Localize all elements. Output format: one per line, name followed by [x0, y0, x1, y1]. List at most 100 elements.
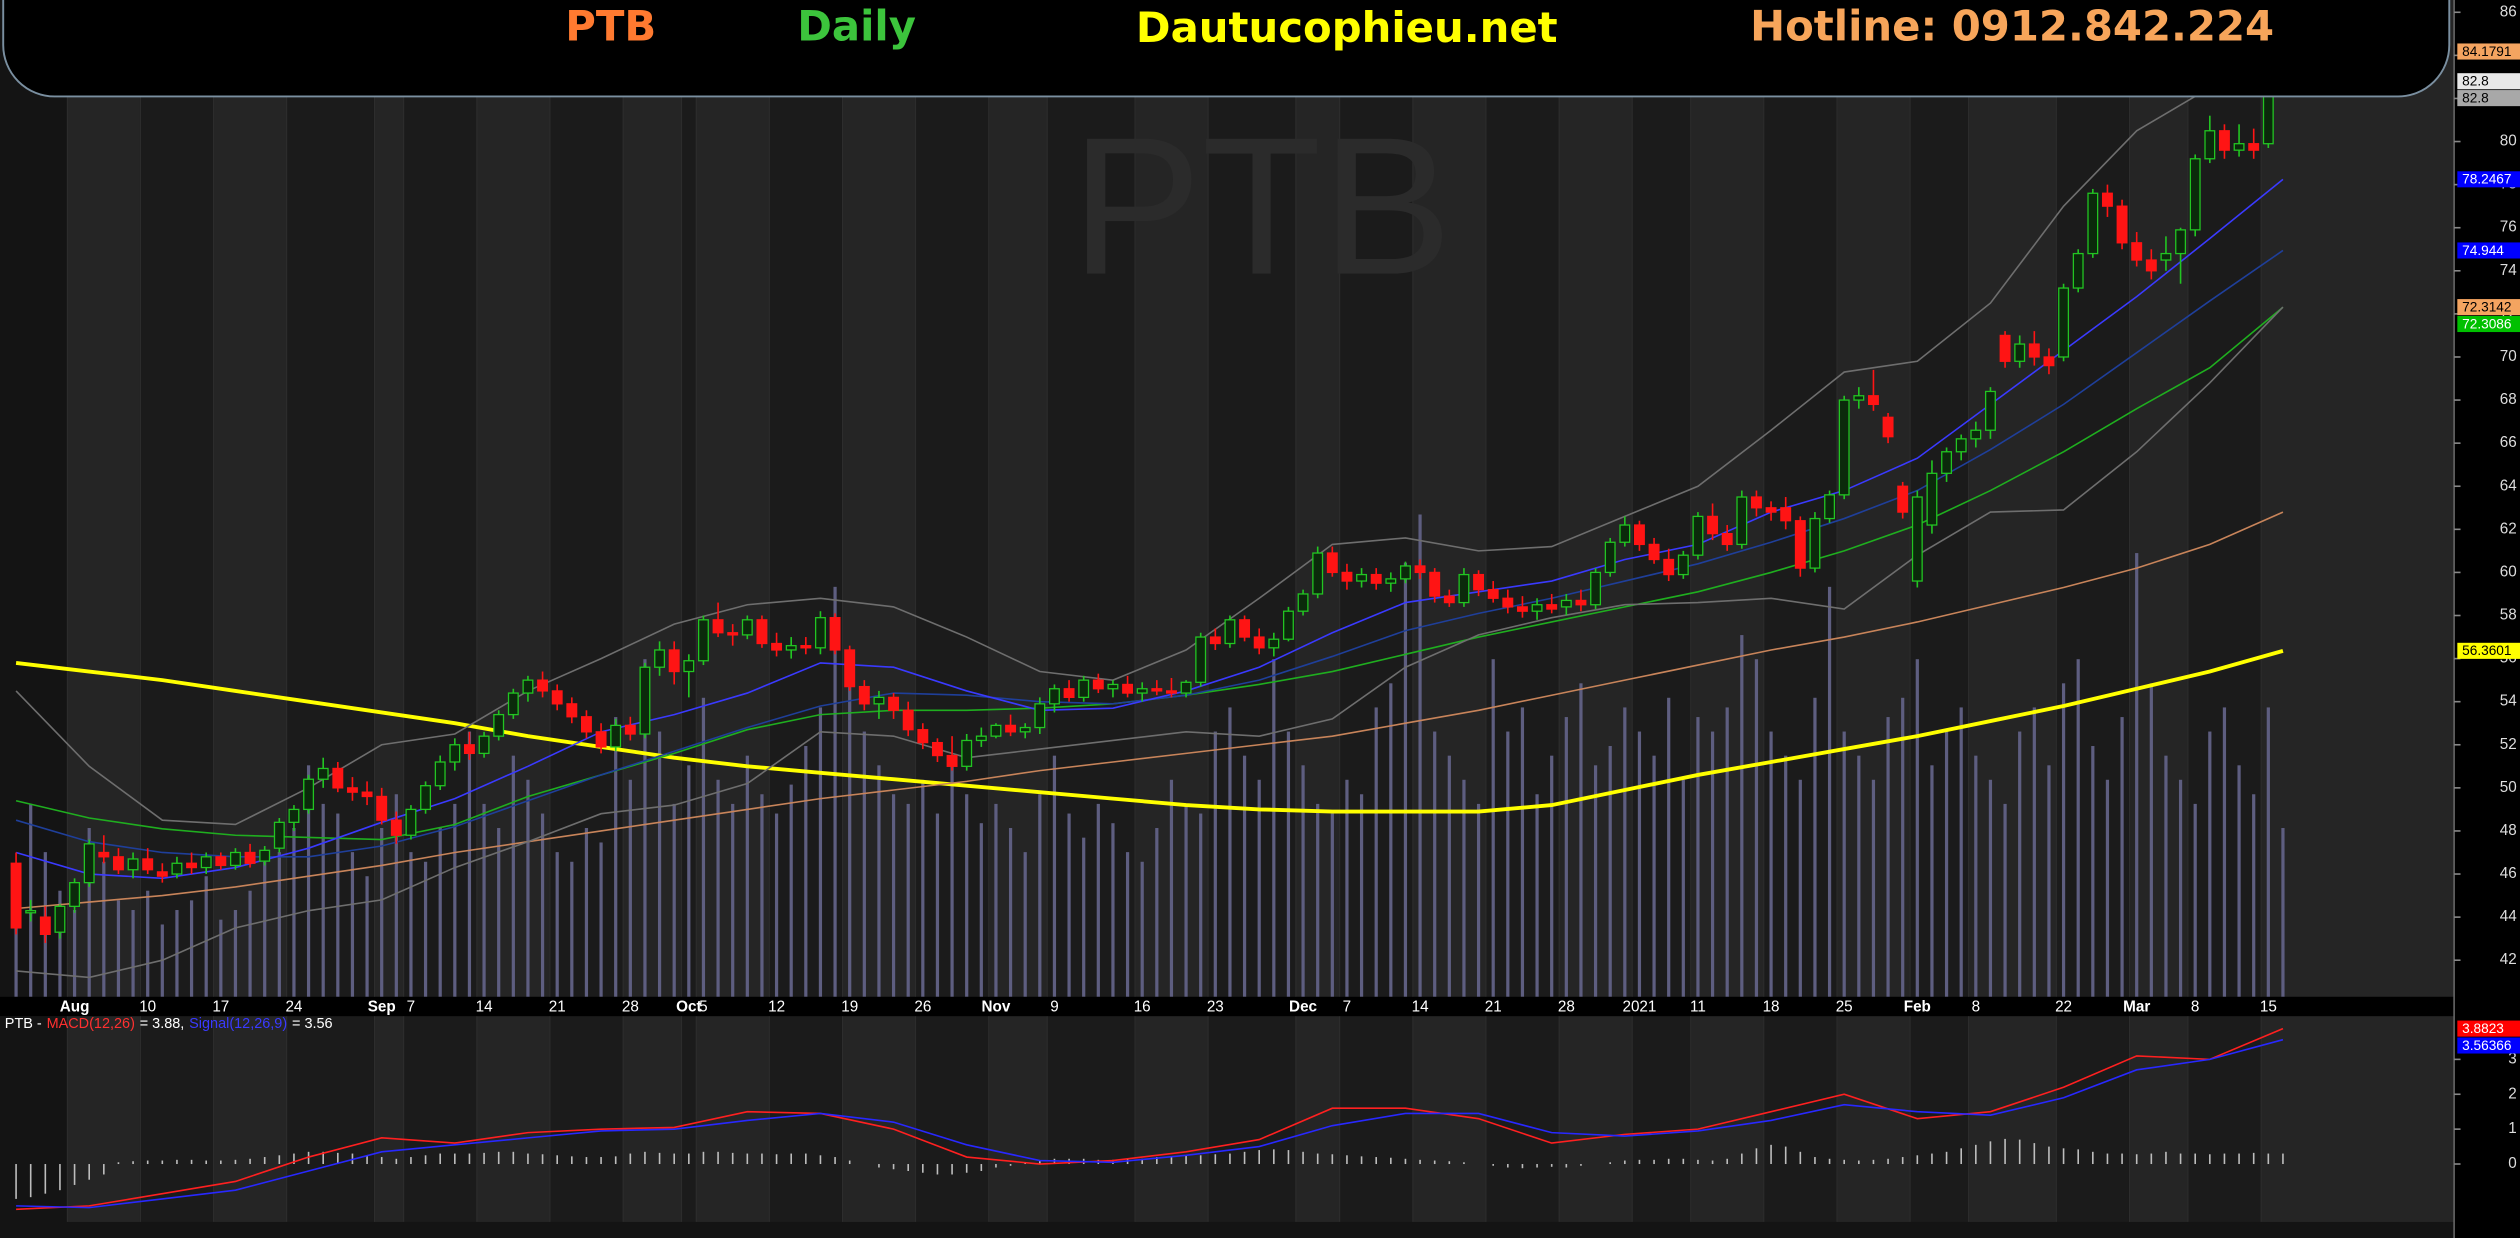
week-band [286, 1016, 375, 1222]
y-tick-label: 68 [2500, 391, 2517, 408]
volume-bar [1038, 794, 1042, 997]
volume-bar [599, 842, 603, 997]
price-tag-bg [2457, 171, 2520, 188]
candle-body [420, 785, 432, 811]
indicator-line [15, 50, 2284, 826]
indicator-line [16, 511, 2284, 910]
volume-bar [2105, 779, 2110, 997]
ticker: PTB [565, 1, 656, 50]
week-band [1559, 1016, 1633, 1222]
candle-body [1692, 515, 1704, 556]
candle-body [1736, 496, 1748, 546]
candle-body [346, 787, 358, 793]
candle-body [800, 645, 812, 649]
volume-bar [2222, 707, 2227, 997]
volume-bar [1944, 731, 1949, 997]
candle-body [1122, 683, 1134, 694]
price-tag-bg [2457, 315, 2520, 333]
volume-bar [687, 765, 691, 997]
volume-bar [1301, 765, 1305, 997]
volume-bar [950, 755, 954, 997]
volume-bar [1023, 852, 1027, 997]
candle-body [1853, 395, 1865, 401]
candle-body [2160, 252, 2172, 261]
candle-body [1677, 554, 1689, 576]
volume-bar [1096, 803, 1100, 997]
volume-bar [979, 823, 983, 997]
indicator-line [16, 1027, 2284, 1211]
volume-bar [614, 717, 618, 997]
candle-body [2058, 287, 2070, 358]
week-band [374, 1016, 404, 1222]
volume-bar [1476, 803, 1481, 997]
volume-bar [336, 813, 340, 997]
price-tag: 72.3142 [2462, 300, 2511, 315]
candle-body [2014, 343, 2026, 362]
candle-body [434, 761, 446, 787]
header-banner [2, 0, 2451, 98]
volume-bar [1959, 707, 1963, 997]
volume-bar [1272, 659, 1276, 997]
candle-body [1955, 438, 1967, 453]
week-band [623, 1016, 682, 1222]
candle-body [712, 619, 724, 634]
legend-macd-value: = 3.88, [140, 1016, 185, 1032]
candle-body [2233, 143, 2245, 151]
hotline: Hotline: 0912.842.224 [1750, 1, 2274, 50]
volume-bar [116, 900, 121, 997]
volume-bar [2061, 683, 2066, 997]
candle-body [741, 619, 753, 636]
y-tick-label: 76 [2500, 219, 2517, 236]
candle-body [1297, 593, 1309, 612]
price-tag: 56.3601 [2462, 643, 2511, 658]
volume-bar [14, 876, 18, 997]
volume-bar [1930, 765, 1934, 997]
candle-body [610, 724, 622, 748]
y-tick-label: 60 [2500, 563, 2517, 580]
x-tick-label: 14 [476, 998, 493, 1015]
price-tag-bg [2457, 242, 2520, 259]
candle-body [463, 744, 475, 755]
y-tick-label: 52 [2500, 736, 2517, 753]
volume-bar [1798, 779, 1802, 997]
candle-body [1707, 515, 1719, 535]
y-tick-label: 0 [2508, 1155, 2516, 1172]
x-tick-label: Mar [2123, 998, 2150, 1015]
candle-body [1385, 578, 1397, 584]
week-band [2129, 0, 2188, 997]
week-band [549, 1016, 624, 1222]
x-tick-label: Sep [368, 998, 396, 1015]
volume-bar [409, 852, 413, 997]
week-band [2261, 1016, 2455, 1222]
candle-body [1136, 688, 1148, 694]
x-tick-label: 28 [1558, 998, 1575, 1015]
candle-body [215, 856, 227, 867]
candle-body [361, 791, 373, 798]
week-band [769, 1016, 843, 1222]
candle-body [1502, 597, 1514, 608]
price-tag: 82.8 [2462, 91, 2489, 106]
volume-bar [1710, 731, 1715, 997]
x-tick-label: 21 [1485, 998, 1502, 1015]
candle-body [1604, 541, 1616, 574]
candle-body [1911, 496, 1923, 582]
volume-bar [2091, 746, 2095, 997]
x-tick-label: 11 [1690, 998, 1706, 1015]
legend-signal-value: = 3.56 [292, 1016, 333, 1032]
x-tick-label: 8 [1972, 998, 1980, 1015]
y-tick-label: 54 [2500, 693, 2517, 710]
x-tick-label: 17 [212, 998, 229, 1015]
volume-bar [2281, 828, 2285, 997]
x-tick-label: Feb [1904, 998, 1931, 1015]
volume-bar [306, 765, 311, 997]
candle-body [2248, 143, 2260, 151]
x-tick-label: 28 [622, 998, 639, 1015]
candle-body [1005, 724, 1017, 733]
candle-body [288, 808, 300, 823]
volume-bar [1374, 707, 1378, 997]
x-tick-label: 5 [699, 998, 707, 1015]
volume-bar [394, 794, 398, 997]
legend-signal: Signal(12,26,9) [189, 1016, 287, 1032]
volume-bar [789, 784, 793, 997]
